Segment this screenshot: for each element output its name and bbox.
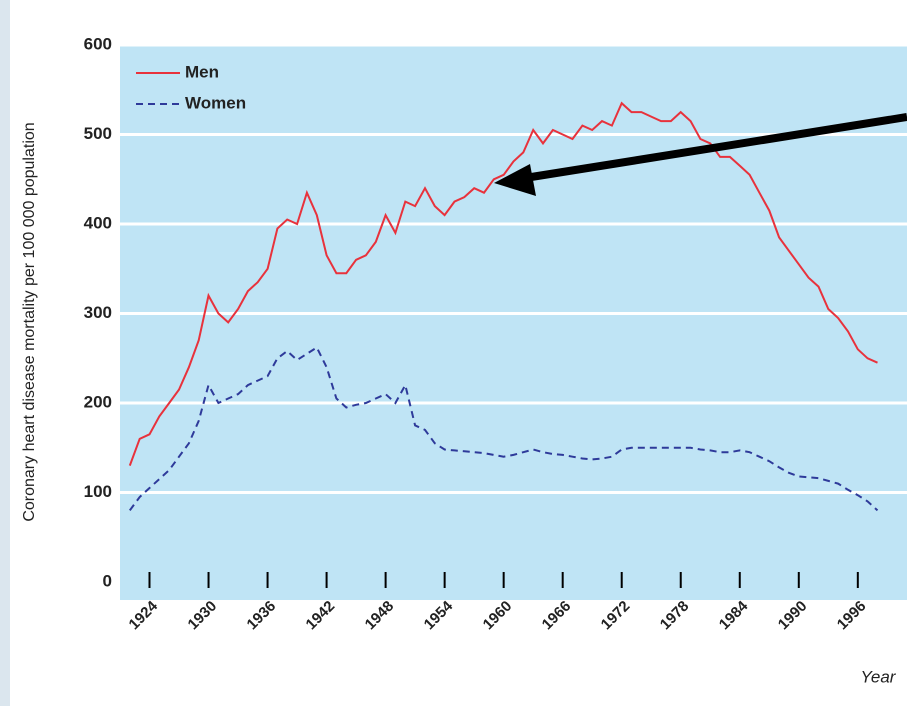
legend-label: Men: [185, 62, 219, 81]
arrow-head: [494, 164, 536, 196]
legend-label: Women: [185, 93, 246, 112]
series-line: [128, 346, 879, 512]
y-tick-label: 400: [84, 213, 112, 232]
y-tick-label: 500: [84, 124, 112, 143]
lines: [128, 101, 879, 512]
legend: Men Women: [136, 62, 246, 112]
y-axis-label: Coronary heart disease mortality per 100…: [21, 122, 38, 521]
grid: [120, 43, 907, 588]
arrow: [494, 113, 907, 196]
y-tick-label: 100: [84, 482, 112, 501]
y-tick-label: 300: [84, 303, 112, 322]
plot-area: [120, 45, 907, 600]
arrow-shaft: [524, 113, 907, 182]
left-strip: [0, 0, 10, 706]
y-tick-label: 0: [103, 571, 112, 590]
series-line: [128, 101, 878, 466]
x-axis-label: Year: [861, 667, 897, 686]
y-tick-label: 600: [84, 34, 112, 53]
y-tick-label: 200: [84, 392, 112, 411]
